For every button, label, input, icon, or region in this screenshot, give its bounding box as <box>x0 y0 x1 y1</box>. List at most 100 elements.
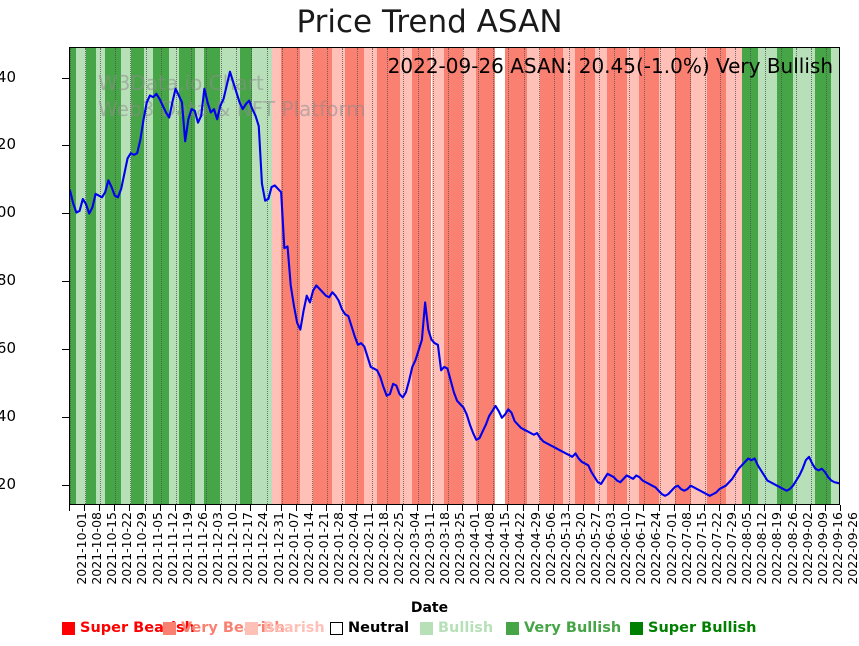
x-tick-label: 2022-05-27 <box>588 512 603 585</box>
y-tick-label: 60 <box>0 338 16 357</box>
y-tick-label: 40 <box>0 406 16 425</box>
x-tick-label: 2022-04-29 <box>527 512 543 585</box>
sentiment-band <box>220 48 240 504</box>
x-tick-mark <box>280 505 282 511</box>
plot-area: W3Data.io Chart Web3 Data & NFT Platform… <box>69 47 840 505</box>
sentiment-band <box>741 48 758 504</box>
sentiment-band <box>476 48 496 504</box>
x-tick-label: 2021-11-26 <box>194 512 210 585</box>
x-tick-label: 2022-07-15 <box>693 512 709 585</box>
x-tick-mark <box>794 505 796 511</box>
price-line <box>70 70 839 497</box>
x-tick-mark <box>749 505 751 511</box>
grid-line <box>478 48 480 504</box>
x-tick-mark <box>658 505 660 511</box>
sentiment-band <box>121 48 131 504</box>
x-tick-label: 2021-11-12 <box>164 512 180 585</box>
grid-line <box>357 48 359 504</box>
sentiment-band <box>444 48 464 504</box>
sentiment-band <box>757 48 777 504</box>
grid-line <box>538 48 540 504</box>
x-tick-label: 2022-04-22 <box>512 512 528 585</box>
grid-lines <box>70 48 839 504</box>
grid-line <box>644 48 646 504</box>
x-tick-mark <box>462 505 464 511</box>
grid-line <box>659 48 661 504</box>
x-tick-label: 2022-06-10 <box>618 512 634 585</box>
x-tick-mark <box>703 505 705 511</box>
legend-item-very-bearish[interactable]: Very Bearish <box>163 620 285 636</box>
grid-line <box>236 48 238 504</box>
x-tick-mark <box>401 505 403 511</box>
sentiment-band <box>70 48 77 504</box>
grid-line <box>251 48 253 504</box>
legend-item-bullish[interactable]: Bullish <box>420 620 493 636</box>
x-tick-label: 2021-11-05 <box>149 512 165 585</box>
grid-line <box>130 48 132 504</box>
grid-line <box>387 48 389 504</box>
x-tick-label: 2022-01-07 <box>285 512 301 585</box>
legend-item-neutral[interactable]: Neutral <box>330 620 409 636</box>
x-tick-mark <box>356 505 358 511</box>
sentiment-band <box>178 48 195 504</box>
x-tick-label: 2022-03-04 <box>406 512 422 585</box>
y-tick-mark <box>62 484 69 486</box>
legend-item-very-bullish[interactable]: Very Bullish <box>506 620 621 636</box>
sentiment-band <box>658 48 675 504</box>
grid-line <box>614 48 616 504</box>
legend-item-super-bullish[interactable]: Super Bullish <box>630 620 756 636</box>
x-tick-mark <box>583 505 584 511</box>
x-tick-mark <box>734 505 736 511</box>
grid-line <box>402 48 404 504</box>
x-tick-label: 2021-10-22 <box>119 512 135 585</box>
x-tick-mark <box>567 505 569 511</box>
grid-line <box>342 48 344 504</box>
x-tick-mark <box>235 505 237 511</box>
grid-line <box>810 48 812 504</box>
x-tick-label: 2022-05-13 <box>557 512 573 585</box>
x-tick-mark <box>341 505 343 511</box>
x-tick-label: 2021-10-08 <box>89 512 105 585</box>
legend-swatch-icon <box>163 621 176 635</box>
legend-label: Very Bearish <box>181 620 285 636</box>
grid-line <box>100 48 102 504</box>
x-tick-mark <box>719 505 721 511</box>
sentiment-band <box>815 48 832 504</box>
x-tick-label: 2021-12-17 <box>240 512 256 585</box>
grid-line <box>765 48 767 504</box>
y-tick-mark <box>62 416 69 418</box>
x-tick-label: 2022-02-04 <box>346 512 362 585</box>
grid-line <box>720 48 722 504</box>
x-tick-label: 2022-01-21 <box>315 512 331 585</box>
x-tick-label: 2022-09-02 <box>799 512 815 585</box>
x-tick-mark <box>688 505 690 511</box>
legend-item-bearish[interactable]: Bearish <box>245 620 325 636</box>
x-tick-mark <box>840 505 841 511</box>
x-tick-label: 2022-03-25 <box>451 512 467 585</box>
grid-line <box>160 48 162 504</box>
sentiment-band <box>607 48 627 504</box>
x-tick-label: 2022-07-22 <box>708 512 724 585</box>
grid-line <box>735 48 737 504</box>
x-tick-label: 2022-02-25 <box>391 512 407 585</box>
sentiment-band <box>76 48 86 504</box>
legend-swatch-icon <box>62 621 75 635</box>
x-tick-mark <box>779 505 781 511</box>
x-tick-label: 2021-12-31 <box>270 512 286 585</box>
x-tick-label: 2022-08-12 <box>754 512 770 585</box>
grid-line <box>221 48 223 504</box>
x-tick-mark <box>114 505 116 511</box>
x-tick-mark <box>809 505 811 511</box>
x-tick-label: 2022-06-03 <box>603 512 619 585</box>
sentiment-band <box>463 48 477 504</box>
x-tick-label: 2022-03-18 <box>436 512 452 585</box>
sentiment-band <box>505 48 528 504</box>
x-tick-label: 2021-12-10 <box>225 512 241 585</box>
grid-line <box>599 48 601 504</box>
sentiment-band <box>594 48 608 504</box>
legend-swatch-icon <box>420 621 433 635</box>
x-tick-label: 2022-04-15 <box>497 512 513 585</box>
legend-swatch-icon <box>245 621 258 635</box>
x-tick-label: 2022-08-19 <box>769 512 785 585</box>
sentiment-band <box>674 48 691 504</box>
